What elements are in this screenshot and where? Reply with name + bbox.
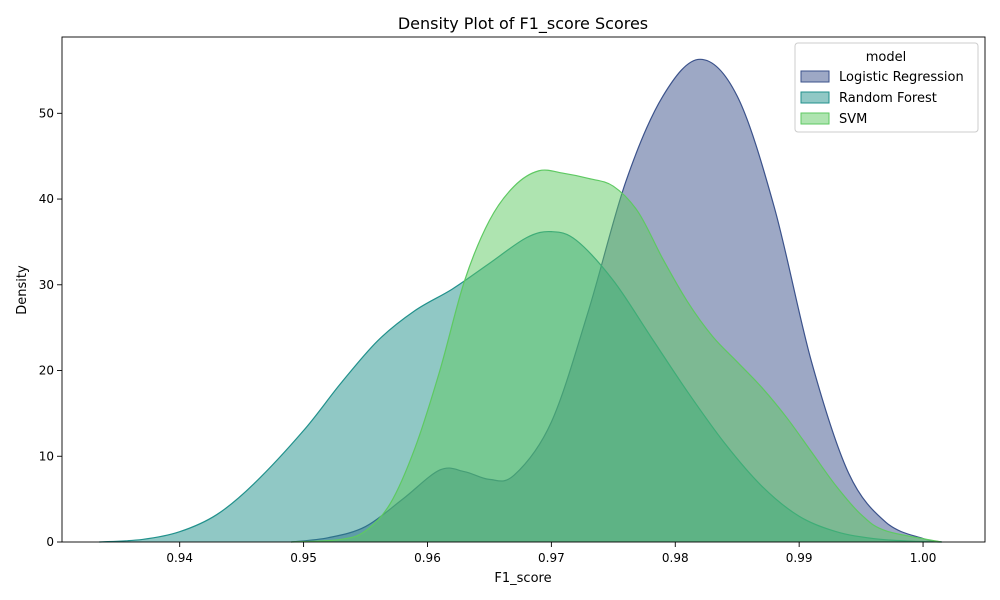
x-tick-label: 0.98	[662, 551, 689, 565]
x-tick-label: 0.99	[786, 551, 813, 565]
legend: model Logistic Regression Random Forest SV…	[794, 42, 979, 133]
density-area-svm	[291, 170, 942, 542]
axes-frame	[61, 36, 986, 543]
legend-label-random-forest: Random Forest	[839, 91, 937, 106]
legend-label-svm: SVM	[839, 112, 867, 127]
x-tick-label: 0.95	[290, 551, 317, 565]
x-axis: 0.94 0.95 0.96 0.97 0.98 0.99 1.00	[166, 542, 936, 565]
y-tick-label: 40	[39, 192, 54, 206]
legend-title: model	[866, 50, 906, 65]
x-tick-label: 0.96	[414, 551, 441, 565]
y-tick-label: 30	[39, 278, 54, 292]
x-tick-label: 1.00	[910, 551, 937, 565]
y-tick-label: 0	[46, 535, 54, 549]
legend-frame	[794, 42, 979, 133]
y-tick-label: 10	[39, 449, 54, 463]
x-axis-label: F1_score	[494, 571, 551, 586]
x-tick-label: 0.97	[538, 551, 565, 565]
y-axis: 0 10 20 30 40 50	[39, 106, 62, 549]
x-tick-label: 0.94	[166, 551, 193, 565]
y-tick-label: 20	[39, 364, 54, 378]
legend-label-logistic-regression: Logistic Regression	[839, 70, 964, 85]
y-axis-label: Density	[15, 265, 30, 315]
chart-title: Density Plot of F1_score Scores	[398, 14, 648, 34]
plot-area	[99, 58, 942, 543]
density-line-svm	[291, 169, 942, 543]
y-tick-label: 50	[39, 106, 54, 120]
legend-swatch-logistic-regression	[800, 70, 830, 83]
legend-swatch-svm	[800, 112, 830, 125]
legend-swatch-random-forest	[800, 91, 830, 104]
